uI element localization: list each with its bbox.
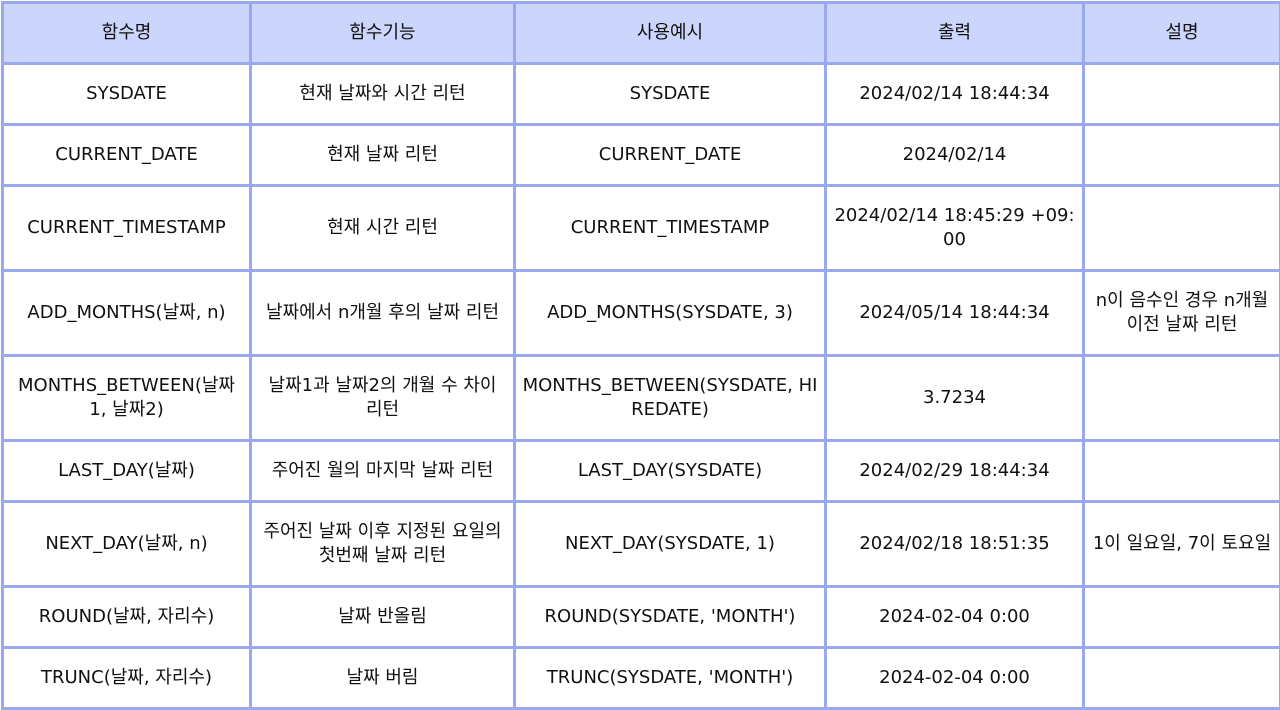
- table-row: CURRENT_TIMESTAMP 현재 시간 리턴 CURRENT_TIMES…: [1, 184, 1280, 272]
- cell-usage-example: ROUND(SYSDATE, 'MONTH'): [513, 585, 827, 649]
- cell-usage-example: LAST_DAY(SYSDATE): [513, 439, 827, 503]
- table-row: MONTHS_BETWEEN(날짜1, 날짜2) 날짜1과 날짜2의 개월 수 …: [1, 354, 1280, 442]
- cell-function-purpose: 현재 날짜 리턴: [249, 123, 516, 187]
- header-function-purpose: 함수기능: [249, 1, 516, 65]
- cell-usage-example: CURRENT_TIMESTAMP: [513, 184, 827, 272]
- table-row: LAST_DAY(날짜) 주어진 월의 마지막 날짜 리턴 LAST_DAY(S…: [1, 439, 1280, 503]
- header-function-name: 함수명: [1, 1, 252, 65]
- cell-function-name: CURRENT_DATE: [1, 123, 252, 187]
- cell-output: 2024/02/14 18:45:29 +09:00: [824, 184, 1085, 272]
- cell-output: 2024/02/18 18:51:35: [824, 500, 1085, 588]
- cell-function-name: CURRENT_TIMESTAMP: [1, 184, 252, 272]
- cell-function-purpose: 날짜 반올림: [249, 585, 516, 649]
- cell-output: 2024/02/29 18:44:34: [824, 439, 1085, 503]
- cell-function-purpose: 날짜에서 n개월 후의 날짜 리턴: [249, 269, 516, 357]
- cell-function-name: NEXT_DAY(날짜, n): [1, 500, 252, 588]
- cell-usage-example: NEXT_DAY(SYSDATE, 1): [513, 500, 827, 588]
- cell-function-purpose: 날짜 버림: [249, 646, 516, 710]
- cell-function-name: ROUND(날짜, 자리수): [1, 585, 252, 649]
- table-row: CURRENT_DATE 현재 날짜 리턴 CURRENT_DATE 2024/…: [1, 123, 1280, 187]
- cell-output: 2024-02-04 0:00: [824, 646, 1085, 710]
- table-row: TRUNC(날짜, 자리수) 날짜 버림 TRUNC(SYSDATE, 'MON…: [1, 646, 1280, 710]
- cell-function-purpose: 날짜1과 날짜2의 개월 수 차이 리턴: [249, 354, 516, 442]
- cell-description: [1082, 184, 1280, 272]
- table-row: NEXT_DAY(날짜, n) 주어진 날짜 이후 지정된 요일의 첫번째 날짜…: [1, 500, 1280, 588]
- header-output: 출력: [824, 1, 1085, 65]
- cell-function-purpose: 현재 날짜와 시간 리턴: [249, 62, 516, 126]
- cell-function-purpose: 현재 시간 리턴: [249, 184, 516, 272]
- cell-output: 3.7234: [824, 354, 1085, 442]
- table-row: ADD_MONTHS(날짜, n) 날짜에서 n개월 후의 날짜 리턴 ADD_…: [1, 269, 1280, 357]
- cell-function-name: LAST_DAY(날짜): [1, 439, 252, 503]
- cell-output: 2024/02/14 18:44:34: [824, 62, 1085, 126]
- cell-function-name: MONTHS_BETWEEN(날짜1, 날짜2): [1, 354, 252, 442]
- header-usage-example: 사용예시: [513, 1, 827, 65]
- table-row: ROUND(날짜, 자리수) 날짜 반올림 ROUND(SYSDATE, 'MO…: [1, 585, 1280, 649]
- cell-description: [1082, 62, 1280, 126]
- header-row: 함수명 함수기능 사용예시 출력 설명: [1, 1, 1280, 65]
- cell-description: 1이 일요일, 7이 토요일: [1082, 500, 1280, 588]
- cell-function-purpose: 주어진 월의 마지막 날짜 리턴: [249, 439, 516, 503]
- cell-usage-example: SYSDATE: [513, 62, 827, 126]
- cell-usage-example: MONTHS_BETWEEN(SYSDATE, HIREDATE): [513, 354, 827, 442]
- cell-description: [1082, 439, 1280, 503]
- cell-usage-example: TRUNC(SYSDATE, 'MONTH'): [513, 646, 827, 710]
- cell-usage-example: ADD_MONTHS(SYSDATE, 3): [513, 269, 827, 357]
- cell-description: [1082, 354, 1280, 442]
- cell-output: 2024-02-04 0:00: [824, 585, 1085, 649]
- cell-function-name: SYSDATE: [1, 62, 252, 126]
- cell-description: [1082, 585, 1280, 649]
- cell-description: [1082, 123, 1280, 187]
- cell-function-purpose: 주어진 날짜 이후 지정된 요일의 첫번째 날짜 리턴: [249, 500, 516, 588]
- table-row: SYSDATE 현재 날짜와 시간 리턴 SYSDATE 2024/02/14 …: [1, 62, 1280, 126]
- cell-output: 2024/05/14 18:44:34: [824, 269, 1085, 357]
- cell-description: [1082, 646, 1280, 710]
- cell-function-name: TRUNC(날짜, 자리수): [1, 646, 252, 710]
- header-description: 설명: [1082, 1, 1280, 65]
- cell-function-name: ADD_MONTHS(날짜, n): [1, 269, 252, 357]
- cell-usage-example: CURRENT_DATE: [513, 123, 827, 187]
- cell-description: n이 음수인 경우 n개월 이전 날짜 리턴: [1082, 269, 1280, 357]
- cell-output: 2024/02/14: [824, 123, 1085, 187]
